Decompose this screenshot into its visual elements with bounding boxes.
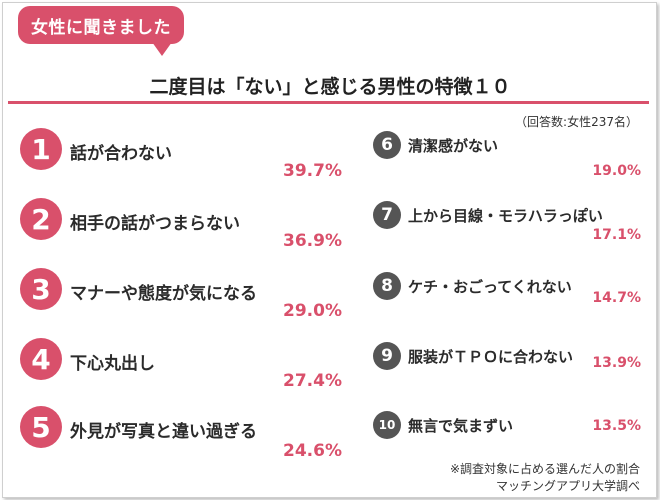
- item-label-9: 服装がＴＰＯに合わない: [408, 348, 574, 366]
- page-title: 二度目は「ない」と感じる男性の特徴１０: [149, 76, 511, 98]
- rank-badge-7: 7: [373, 201, 401, 229]
- respondent-note: （回答数:女性237名）: [515, 115, 638, 129]
- rank-badge-10: 10: [373, 411, 401, 439]
- item-percent-4: 27.4%: [283, 371, 342, 391]
- item-label-7: 上から目線・モラハラっぽい: [408, 207, 603, 225]
- footer-note: ※調査対象に占める選んだ人の割合: [449, 462, 640, 476]
- rank-badge-4: 4: [20, 338, 62, 380]
- rank-badge-5: 5: [20, 406, 62, 448]
- rank-badge-6: 6: [373, 131, 401, 159]
- item-percent-8: 14.7%: [592, 290, 641, 306]
- title-divider: [8, 101, 649, 104]
- item-percent-2: 36.9%: [283, 231, 342, 251]
- header-tag-tail: [152, 42, 172, 56]
- item-label-10: 無言で気まずい: [408, 417, 514, 435]
- item-percent-9: 13.9%: [592, 355, 641, 371]
- rank-badge-1: 1: [20, 128, 62, 170]
- item-label-1: 話が合わない: [70, 144, 172, 164]
- rank-badge-2: 2: [20, 198, 62, 240]
- item-label-3: マナーや態度が気になる: [70, 284, 257, 304]
- item-label-5: 外見が写真と違い過ぎる: [70, 422, 257, 442]
- rank-badge-9: 9: [373, 342, 401, 370]
- item-label-2: 相手の話がつまらない: [70, 214, 240, 234]
- header-tag: 女性に聞きました: [18, 6, 184, 44]
- item-percent-3: 29.0%: [283, 301, 342, 321]
- item-label-8: ケチ・おごってくれない: [408, 278, 572, 296]
- item-percent-5: 24.6%: [283, 441, 342, 461]
- item-percent-7: 17.1%: [592, 227, 641, 243]
- item-label-4: 下心丸出し: [70, 354, 155, 374]
- item-percent-6: 19.0%: [592, 163, 641, 179]
- rank-badge-8: 8: [373, 272, 401, 300]
- rank-badge-3: 3: [20, 268, 62, 310]
- item-label-6: 清潔感がない: [408, 137, 499, 155]
- item-percent-10: 13.5%: [592, 418, 641, 434]
- footer-source: マッチングアプリ大学調べ: [495, 479, 640, 493]
- item-percent-1: 39.7%: [283, 161, 342, 181]
